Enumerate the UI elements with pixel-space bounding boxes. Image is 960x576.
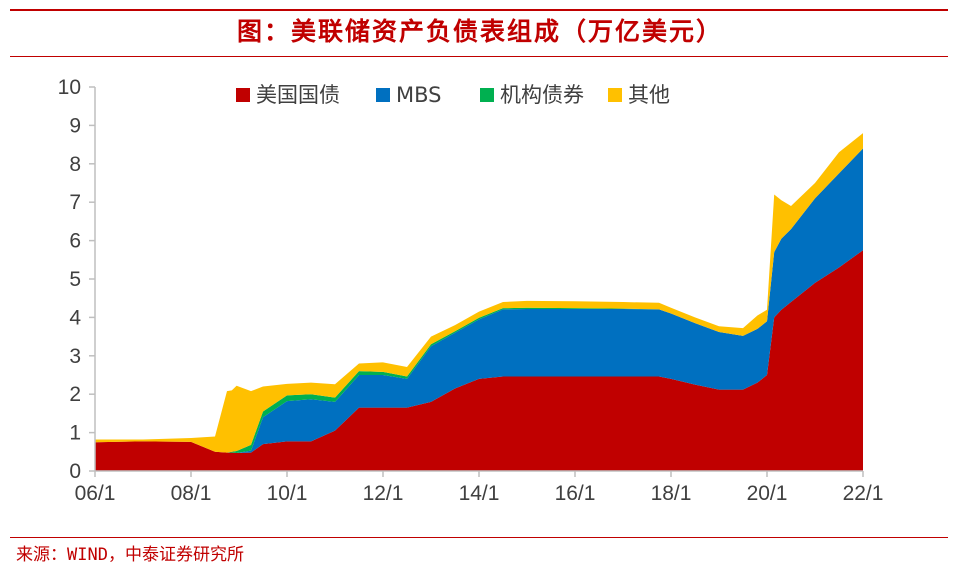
x-tick-label: 08/1 <box>171 482 212 505</box>
stacked-area-chart: 0 1 2 3 4 5 6 7 8 9 10 06/1 08/1 10/1 12/1 14/1 16/1 18/1… <box>58 76 884 505</box>
legend-swatch-4 <box>608 88 622 102</box>
legend-label-3: 机构债券 <box>500 83 584 107</box>
legend-label-2: MBS <box>396 83 442 107</box>
area-series-2 <box>95 148 863 453</box>
legend-swatch-1 <box>236 88 250 102</box>
legend-label-1: 美国国债 <box>256 83 340 107</box>
y-tick-label: 7 <box>69 191 81 214</box>
y-tick-label: 4 <box>69 306 81 329</box>
y-tick-label: 5 <box>69 268 81 291</box>
area-series-group <box>95 133 863 471</box>
x-tick-label: 06/1 <box>75 482 116 505</box>
header-top-rule <box>10 9 948 11</box>
y-tick-label: 1 <box>69 422 81 445</box>
y-tick-label: 3 <box>69 345 81 368</box>
x-tick-label: 16/1 <box>555 482 596 505</box>
legend-swatch-2 <box>376 88 390 102</box>
legend-swatch-3 <box>480 88 494 102</box>
y-tick-label: 6 <box>69 230 81 253</box>
source-note: 来源：WIND，中泰证券研究所 <box>16 545 244 565</box>
chart-axes: 0 1 2 3 4 5 6 7 8 9 10 06/1 08/1 10/1 12/1 14/1 16/1 18/1… <box>58 76 884 505</box>
y-tick-label: 10 <box>58 76 81 99</box>
y-tick-label: 2 <box>69 383 81 406</box>
chart-title: 图：美联储资产负债表组成（万亿美元） <box>236 17 723 46</box>
chart-legend: 美国国债 MBS 机构债券 其他 <box>236 83 670 107</box>
y-tick-label: 0 <box>69 460 81 483</box>
header-bottom-rule <box>10 56 948 57</box>
x-tick-label: 22/1 <box>843 482 884 505</box>
area-series-1 <box>95 250 863 471</box>
x-tick-label: 10/1 <box>267 482 308 505</box>
x-tick-label: 14/1 <box>459 482 500 505</box>
x-tick-label: 20/1 <box>747 482 788 505</box>
y-tick-label: 8 <box>69 153 81 176</box>
x-tick-label: 12/1 <box>363 482 404 505</box>
footer-rule <box>10 537 948 538</box>
legend-label-4: 其他 <box>628 83 670 107</box>
y-tick-label: 9 <box>69 114 81 137</box>
x-tick-label: 18/1 <box>651 482 692 505</box>
